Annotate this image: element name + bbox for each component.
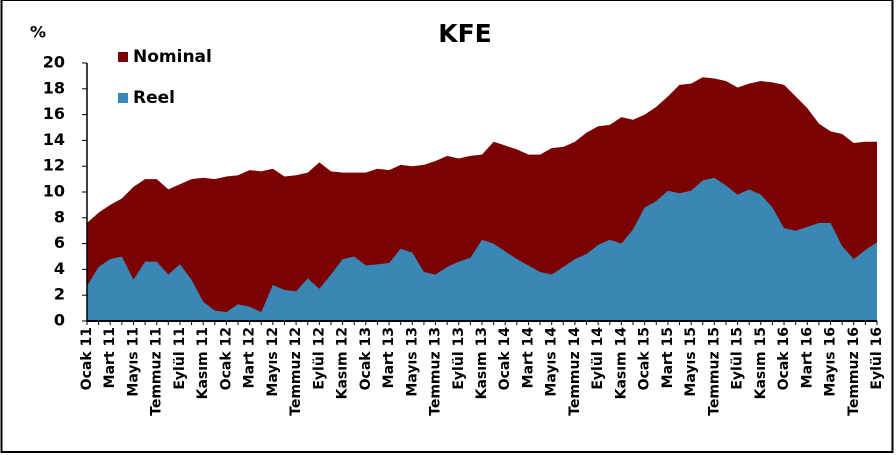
y-tick-label: 6: [54, 233, 65, 252]
x-tick-label: Mayıs 11: [125, 327, 141, 397]
x-tick-label: Temmuz 12: [288, 327, 304, 416]
x-tick-label: Ocak 14: [497, 327, 513, 391]
chart-title: KFE: [438, 19, 492, 48]
x-tick-label: Kasım 11: [195, 327, 211, 399]
x-tick-label: Ocak 15: [637, 327, 653, 390]
x-tick-label: Mayıs 14: [544, 327, 560, 397]
y-axis-label: %: [30, 23, 46, 42]
x-tick-label: Mart 15: [660, 327, 676, 388]
x-tick-label: Kasım 13: [474, 327, 490, 399]
x-tick-label: Mart 16: [799, 327, 815, 388]
x-tick-label: Temmuz 11: [149, 327, 165, 416]
x-tick-label: Kasım 15: [753, 327, 769, 399]
x-tick-label: Ocak 16: [776, 327, 792, 390]
x-tick-label: Mart 12: [242, 327, 258, 388]
legend-label: Nominal: [133, 47, 212, 67]
x-tick-label: Mayıs 12: [265, 327, 281, 397]
y-tick-label: 2: [54, 285, 65, 304]
x-tick-label: Eylül 16: [869, 327, 885, 390]
x-tick-label: Kasım 14: [613, 327, 629, 400]
legend-swatch: [118, 93, 128, 103]
x-tick-label: Kasım 12: [335, 327, 351, 399]
x-tick-label: Eylül 13: [451, 327, 467, 390]
x-tick-label: Temmuz 15: [706, 327, 722, 416]
legend-swatch: [118, 52, 128, 62]
area: [87, 177, 877, 321]
x-tick-label: Ocak 11: [79, 327, 95, 390]
y-tick-label: 10: [43, 182, 65, 201]
y-tick-label: 0: [54, 311, 65, 330]
x-tick-label: Ocak 12: [218, 327, 234, 390]
x-tick-label: Ocak 13: [358, 327, 374, 390]
x-tick-label: Mart 13: [381, 327, 397, 388]
x-tick-label: Temmuz 14: [567, 327, 583, 416]
y-tick-label: 8: [54, 207, 65, 226]
x-tick-label: Mayıs 15: [683, 327, 699, 397]
x-tick-label: Mayıs 13: [404, 327, 420, 397]
y-tick-label: 16: [43, 104, 65, 123]
x-tick-label: Eylül 11: [172, 327, 188, 390]
y-tick-label: 14: [43, 130, 65, 149]
x-tick-label: Mart 11: [102, 327, 118, 388]
x-tick-label: Eylül 15: [730, 327, 746, 390]
x-tick-label: Temmuz 16: [846, 327, 862, 416]
y-tick-label: 18: [43, 78, 65, 97]
x-tick-label: Mart 14: [520, 327, 536, 389]
y-tick-label: 12: [43, 156, 65, 175]
legend-label: Reel: [133, 88, 175, 108]
x-tick-label: Temmuz 13: [428, 327, 444, 416]
x-tick-label: Eylül 12: [311, 327, 327, 390]
x-tick-label: Eylül 14: [590, 327, 606, 390]
y-tick-label: 4: [54, 259, 65, 278]
x-tick-label: Mayıs 16: [823, 327, 839, 397]
y-tick-label: 20: [43, 53, 65, 72]
